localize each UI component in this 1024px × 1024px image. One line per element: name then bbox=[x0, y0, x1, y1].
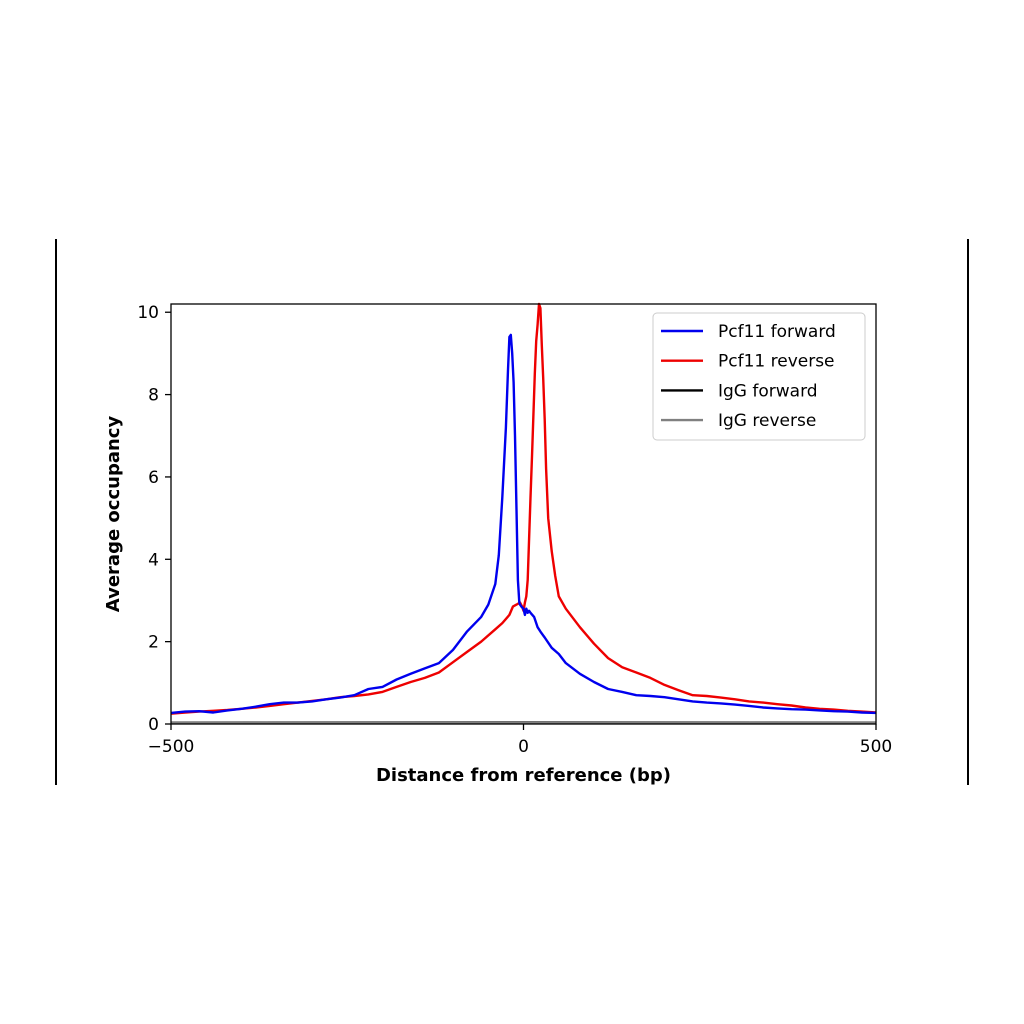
legend-box bbox=[652, 312, 866, 441]
y-tick-label: 10 bbox=[137, 303, 159, 323]
legend-label-igg-reverse: IgG reverse bbox=[718, 411, 816, 431]
y-tick-label: 6 bbox=[148, 468, 159, 488]
legend-label-pcf11-forward: Pcf11 forward bbox=[718, 322, 836, 342]
legend: Pcf11 forward Pcf11 reverse IgG forward IgG… bbox=[652, 312, 866, 441]
y-tick-label: 0 bbox=[148, 715, 159, 735]
legend-label-pcf11-reverse: Pcf11 reverse bbox=[718, 352, 835, 372]
series-layer bbox=[170, 302, 877, 725]
x-tick-label: 0 bbox=[518, 737, 529, 757]
y-tick-label: 4 bbox=[148, 550, 159, 570]
y-tick-label: 8 bbox=[148, 386, 159, 406]
right-frame-line bbox=[967, 239, 969, 785]
series-line-pcf11-forward bbox=[170, 333, 877, 715]
y-axis-label: Average occupancy bbox=[103, 416, 124, 613]
legend-label-igg-forward: IgG forward bbox=[718, 381, 818, 401]
x-tick-label: 500 bbox=[860, 737, 892, 757]
left-frame-line bbox=[55, 239, 57, 785]
x-tick-label: −500 bbox=[148, 737, 195, 757]
y-tick-label: 2 bbox=[148, 633, 159, 653]
x-axis-label: Distance from reference (bp) bbox=[376, 765, 671, 786]
